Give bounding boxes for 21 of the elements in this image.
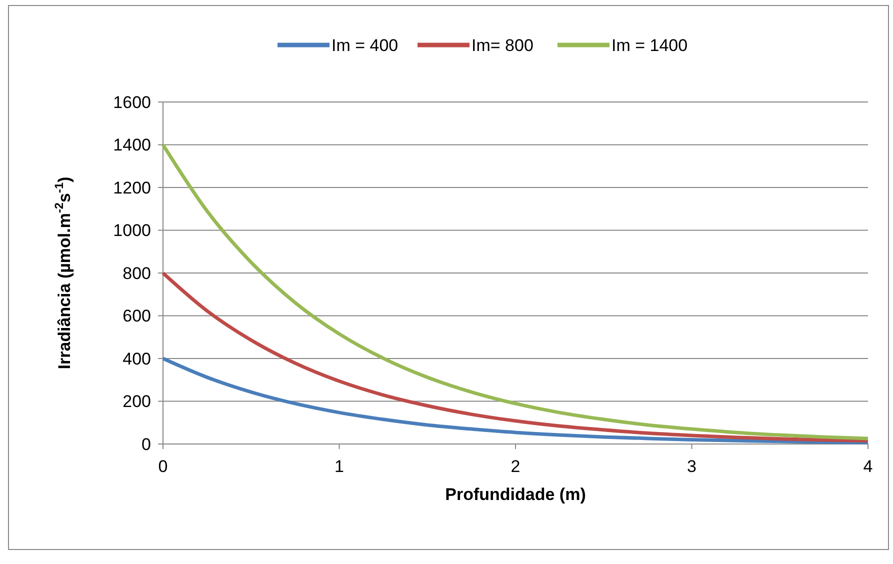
line-series [161,356,870,444]
x-tick-label: 4 [863,457,873,476]
y-tick-label: 1200 [113,178,151,198]
legend-label: Im = 400 [332,36,398,55]
y-tick-label: 800 [122,264,151,283]
legend-label: Im = 1400 [612,36,688,55]
y-tick-label: 600 [122,306,151,326]
y-tick-label: 1400 [113,136,151,155]
line-series [161,271,870,443]
y-tick-label: 0 [142,434,151,454]
legend-label: Im= 800 [472,36,534,55]
x-tick-label: 1 [334,457,344,476]
y-tick-label: 1600 [113,92,151,112]
y-tick-label: 1000 [113,221,151,240]
y-tick-label: 200 [122,392,151,412]
y-tick-label: 400 [122,349,151,368]
x-axis-title: Profundidade (m) [445,485,586,504]
x-tick-label: 2 [510,457,520,476]
line-series [161,143,870,440]
x-tick-label: 3 [687,457,696,476]
x-tick-label: 0 [158,457,168,476]
